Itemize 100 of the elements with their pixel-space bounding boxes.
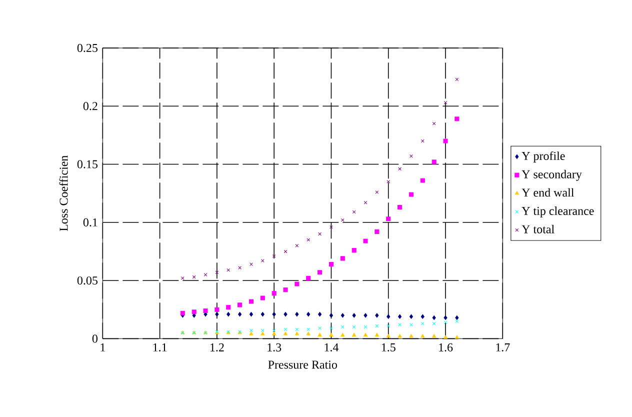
point [318, 270, 322, 275]
point [330, 225, 333, 229]
point [318, 332, 322, 336]
point [249, 312, 254, 316]
legend-label: Y profile [522, 151, 565, 162]
point [226, 304, 231, 310]
y-tick-label: 0 [92, 334, 98, 343]
point [420, 139, 424, 143]
x-tick-label: 1.4 [324, 343, 339, 352]
point [192, 309, 196, 314]
point [295, 244, 299, 248]
point [420, 314, 424, 319]
point [420, 334, 425, 338]
point [455, 315, 459, 320]
point [340, 332, 345, 336]
point [454, 116, 460, 122]
point [409, 334, 414, 338]
point [352, 332, 356, 336]
point [248, 299, 254, 304]
point [260, 332, 265, 336]
point [318, 232, 322, 236]
point [226, 312, 230, 316]
point [272, 254, 276, 258]
point [295, 328, 299, 331]
point [455, 78, 459, 81]
point [306, 332, 310, 336]
point [180, 310, 185, 316]
point [272, 290, 276, 296]
point [260, 296, 265, 300]
point [374, 332, 379, 336]
point [398, 167, 402, 170]
point [432, 315, 436, 320]
point [444, 100, 448, 104]
point [294, 282, 300, 286]
point [226, 268, 230, 272]
point [294, 332, 299, 336]
point [454, 335, 459, 339]
point [284, 312, 288, 316]
point [284, 332, 288, 336]
x-tick-label: 1.1 [153, 343, 167, 352]
y-tick-label: 0.25 [77, 44, 98, 52]
point [340, 312, 344, 318]
point [408, 192, 414, 197]
point [352, 210, 356, 214]
legend-label: Y total [522, 224, 554, 234]
y-tick-label: 0.15 [77, 160, 98, 168]
point [443, 138, 448, 144]
point [364, 332, 368, 336]
legend-label: Y secondary [522, 170, 582, 181]
point [238, 302, 242, 308]
point [283, 287, 288, 292]
point [375, 190, 379, 194]
point [306, 238, 310, 242]
legend-label: Y end wall [522, 188, 574, 197]
point [250, 328, 253, 332]
point [284, 328, 288, 331]
point [215, 270, 219, 274]
point [328, 262, 334, 266]
point [375, 324, 379, 328]
point [455, 319, 459, 323]
point [374, 229, 380, 234]
point [238, 266, 242, 270]
point [364, 325, 368, 329]
point [364, 200, 368, 204]
point [204, 272, 208, 276]
point [398, 314, 402, 319]
point [306, 276, 311, 280]
point [386, 216, 391, 222]
point [410, 154, 413, 158]
point [420, 322, 424, 326]
point [295, 312, 299, 316]
point [386, 324, 390, 328]
point [375, 312, 379, 318]
point [306, 312, 310, 316]
point [238, 312, 242, 316]
point [340, 325, 344, 329]
point [260, 258, 264, 262]
y-tick-label: 0.2 [83, 102, 98, 110]
point [386, 314, 390, 319]
point [444, 320, 448, 324]
point [420, 178, 425, 183]
legend-label: Y tip clearance [522, 206, 594, 218]
point [352, 248, 356, 252]
point [432, 122, 436, 126]
x-tick-label: 1.7 [496, 343, 510, 352]
point [386, 334, 390, 338]
point [284, 250, 288, 253]
point [432, 160, 436, 164]
point [398, 204, 402, 210]
point [329, 312, 333, 318]
x-tick-label: 1.2 [210, 343, 224, 352]
point [192, 275, 196, 279]
point [444, 335, 448, 339]
point [272, 332, 276, 336]
point [364, 312, 368, 318]
point [260, 312, 264, 316]
y-axis-title: Loss Coefficien [59, 155, 68, 231]
point [352, 312, 356, 318]
point [260, 328, 264, 332]
point [352, 325, 356, 329]
